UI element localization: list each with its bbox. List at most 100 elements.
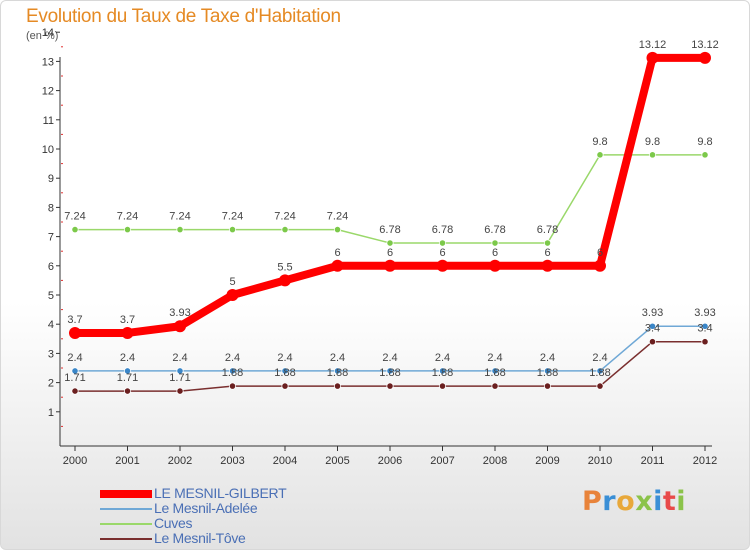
data-label: 5 xyxy=(229,276,235,288)
data-point xyxy=(281,367,289,375)
logo-letter: P xyxy=(582,486,603,517)
chart-legend: LE MESNIL-GILBERT Le Mesnil-Adelée Cuves Le… xyxy=(100,485,360,546)
data-point xyxy=(176,225,184,234)
data-label: 7.24 xyxy=(327,211,348,223)
data-label: 2.4 xyxy=(277,352,292,364)
data-point xyxy=(648,322,657,330)
data-point xyxy=(123,225,132,234)
x-tick-label: 2001 xyxy=(115,455,139,467)
data-point xyxy=(174,320,186,333)
data-point xyxy=(121,326,134,339)
logo-letter: x xyxy=(635,486,654,517)
data-label: 2.4 xyxy=(172,352,187,364)
data-label: 2.4 xyxy=(592,352,607,364)
data-point xyxy=(438,367,447,375)
data-label: 5.5 xyxy=(277,261,292,273)
x-tick-label: 2004 xyxy=(273,455,297,467)
x-tick-label: 2003 xyxy=(220,455,244,467)
data-point xyxy=(438,382,447,390)
data-label: 6 xyxy=(597,247,603,259)
data-label: 6 xyxy=(492,247,498,259)
data-label: 3.93 xyxy=(169,307,190,319)
data-label: 2.4 xyxy=(487,352,502,364)
logo-letter: r xyxy=(602,486,617,517)
data-point xyxy=(228,225,237,234)
legend-swatch xyxy=(100,508,152,510)
y-tick-label: 5 xyxy=(48,290,54,302)
data-label: 2.4 xyxy=(330,352,345,364)
y-tick-label: 4 xyxy=(48,319,54,331)
data-point xyxy=(281,225,289,234)
data-label: 1.88 xyxy=(379,367,400,379)
proxiti-logo: Proxiti xyxy=(582,486,686,517)
chart-title: Evolution du Taux de Taxe d'Habitation xyxy=(26,6,341,27)
data-point xyxy=(333,382,342,390)
series-2: 7.24 7.24 7.24 7.24 7.24 7.24 6.78 6.78 6.78 6.78… xyxy=(64,136,713,247)
legend-swatch xyxy=(100,490,152,498)
data-point xyxy=(226,289,239,301)
data-point xyxy=(594,259,606,272)
data-label: 6 xyxy=(387,247,393,259)
data-label: 9.8 xyxy=(645,136,660,148)
y-tick-label: 7 xyxy=(48,232,54,244)
data-point xyxy=(648,151,657,159)
data-point xyxy=(333,367,342,375)
series-line xyxy=(71,53,709,337)
data-label: 1.88 xyxy=(432,367,453,379)
y-tick-label: 11 xyxy=(43,115,54,127)
y-axis-unit: (en %) xyxy=(26,30,59,42)
data-point xyxy=(646,51,659,64)
data-label: 1.88 xyxy=(222,367,243,379)
data-point xyxy=(489,259,501,272)
data-point xyxy=(176,387,184,395)
legend-label: LE MESNIL-GILBERT xyxy=(154,485,287,501)
data-label: 6.78 xyxy=(379,224,400,236)
x-tick-label: 2011 xyxy=(641,455,665,467)
logo-letter: i xyxy=(676,486,687,517)
data-label: 7.24 xyxy=(117,211,138,223)
legend-item: LE MESNIL-GILBERT xyxy=(100,485,360,501)
data-point xyxy=(71,387,79,395)
y-tick-label: 1 xyxy=(48,407,54,419)
data-label: 6.78 xyxy=(484,224,505,236)
legend-swatch xyxy=(100,523,152,525)
data-point xyxy=(228,382,237,390)
x-tick-label: 2000 xyxy=(63,455,87,467)
data-label: 6 xyxy=(544,247,550,259)
data-label: 13.12 xyxy=(691,39,719,51)
x-tick-label: 2002 xyxy=(168,455,192,467)
data-point xyxy=(701,322,709,330)
data-label: 3.93 xyxy=(694,307,715,319)
series-3: 1.71 1.71 1.71 1.88 1.88 1.88 1.88 1.88 1.88 1.88… xyxy=(64,323,713,395)
data-label: 1.88 xyxy=(274,367,295,379)
data-point xyxy=(69,326,81,339)
data-label: 2.4 xyxy=(120,352,135,364)
x-tick-label: 2006 xyxy=(378,455,402,467)
data-label: 2.4 xyxy=(382,352,397,364)
series-line xyxy=(74,325,706,372)
data-point xyxy=(386,239,394,247)
legend-label: Cuves xyxy=(154,515,193,531)
data-label: 2.4 xyxy=(540,352,555,364)
data-point xyxy=(701,151,709,159)
data-point xyxy=(491,382,499,390)
data-point xyxy=(386,367,394,375)
data-label: 1.88 xyxy=(484,367,505,379)
y-tick-label: 2 xyxy=(48,378,54,390)
data-point xyxy=(701,338,709,346)
series-1: 2.4 2.4 2.4 2.4 2.4 2.4 2.4 2.4 2.4 2.4 2.4 3.93 3.9… xyxy=(67,307,716,375)
data-point xyxy=(436,259,449,272)
x-tick-label: 2009 xyxy=(535,455,559,467)
data-label: 3.93 xyxy=(642,307,663,319)
data-point xyxy=(123,367,132,375)
data-point xyxy=(491,239,499,247)
data-point xyxy=(438,239,447,247)
data-point xyxy=(699,51,711,64)
data-label: 1.71 xyxy=(64,372,85,384)
y-tick-label: 3 xyxy=(48,348,54,360)
data-point xyxy=(648,338,657,346)
data-point xyxy=(176,367,184,375)
y-tick-label: 12 xyxy=(42,86,54,98)
